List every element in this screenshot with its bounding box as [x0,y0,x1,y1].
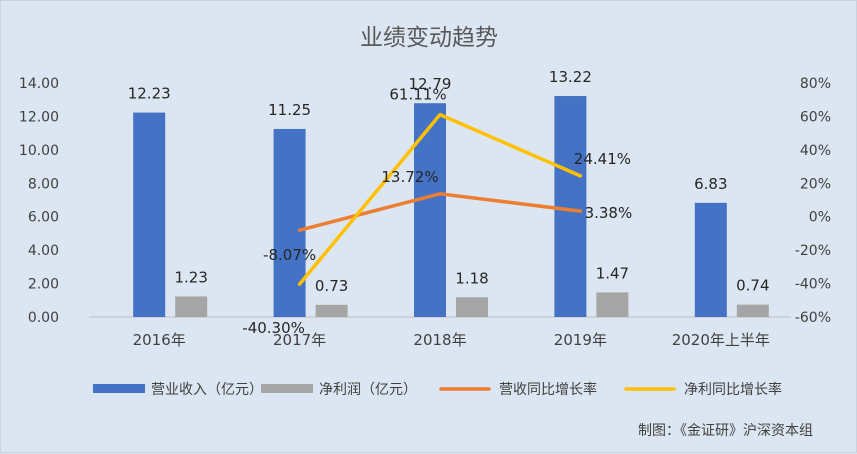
bar-data-label: 1.23 [174,268,207,286]
lines [297,112,583,286]
y-left-tick-label: 12.00 [19,109,59,125]
bars [133,96,769,317]
revenue-bar [694,202,727,317]
y-right-tick-label: -40% [795,277,831,293]
revenue-growth-line [297,192,583,232]
revenue-bar [414,103,446,317]
x-tick-label: 2018年 [413,331,466,349]
bar-data-label: 12.23 [128,85,171,103]
axes: 0.00 2.00 4.00 6.00 8.00 10.00 12.00 14.00 -60% -… [19,76,831,349]
legend-label: 净利同比增长率 [684,381,782,398]
legend-label: 营业收入（亿元） [151,382,263,398]
x-tick-label: 2017年 [273,331,326,349]
profit-growth-line [297,112,583,286]
data-labels: 12.23 11.25 12.79 13.22 6.83 1.23 0.73 1.18 1.47… [128,68,770,337]
y-left-tick-label: 0.00 [28,310,59,326]
x-tick-label: 2019年 [554,331,607,349]
legend-swatch [93,384,145,393]
profit-bar [596,292,629,317]
y-left-tick-label: 6.00 [28,210,59,226]
line-data-label: -8.07% [263,246,316,264]
bar-data-label: 1.47 [596,264,629,282]
line-data-label: 61.11% [389,86,446,104]
bar-data-label: 0.73 [315,277,348,295]
y-right-tick-label: 60% [800,109,831,125]
bar-data-label: 13.22 [549,68,592,86]
y-left-tick-label: 2.00 [28,277,59,293]
y-right-tick-label: 40% [800,143,831,159]
chart-title: 业绩变动趋势 [360,25,498,51]
revenue-bar [554,96,587,317]
y-left-tick-label: 14.00 [19,76,59,92]
profit-bar [315,304,348,317]
line-data-label: 3.38% [585,204,633,222]
bar-data-label: 6.83 [694,175,727,193]
x-tick-label: 2020年上半年 [672,331,770,349]
line-data-label: -40.30% [242,319,305,337]
legend-swatch [261,384,313,393]
bar-data-label: 12.79 [409,75,452,93]
y-left-tick-label: 4.00 [28,243,59,259]
line-data-label: 24.41% [574,150,631,168]
source-note: 制图：《金证研》沪深资本组 [638,423,813,439]
y-right-tick-label: 80% [800,76,831,92]
y-left-tick-label: 8.00 [28,176,59,192]
legend-label: 净利润（亿元） [319,382,417,398]
revenue-bar [133,112,166,317]
y-left-tick-label: 10.00 [19,143,59,159]
y-right-tick-label: 20% [800,176,831,192]
profit-bar [456,297,488,317]
bar-data-label: 1.18 [455,269,488,287]
legend: 营业收入（亿元） 净利润（亿元） 营收同比增长率 净利同比增长率 [93,381,782,398]
bar-data-label: 0.74 [736,277,769,295]
legend-label: 营收同比增长率 [499,381,597,398]
line-data-label: 13.72% [381,168,438,186]
y-right-tick-label: -20% [795,243,831,259]
revenue-bar [273,128,306,317]
y-right-tick-label: 0% [809,210,831,226]
bar-data-label: 11.25 [268,101,311,119]
x-tick-label: 2016年 [133,331,186,349]
profit-bar [736,304,769,317]
profit-bar [175,296,208,317]
y-right-tick-label: -60% [795,310,831,326]
